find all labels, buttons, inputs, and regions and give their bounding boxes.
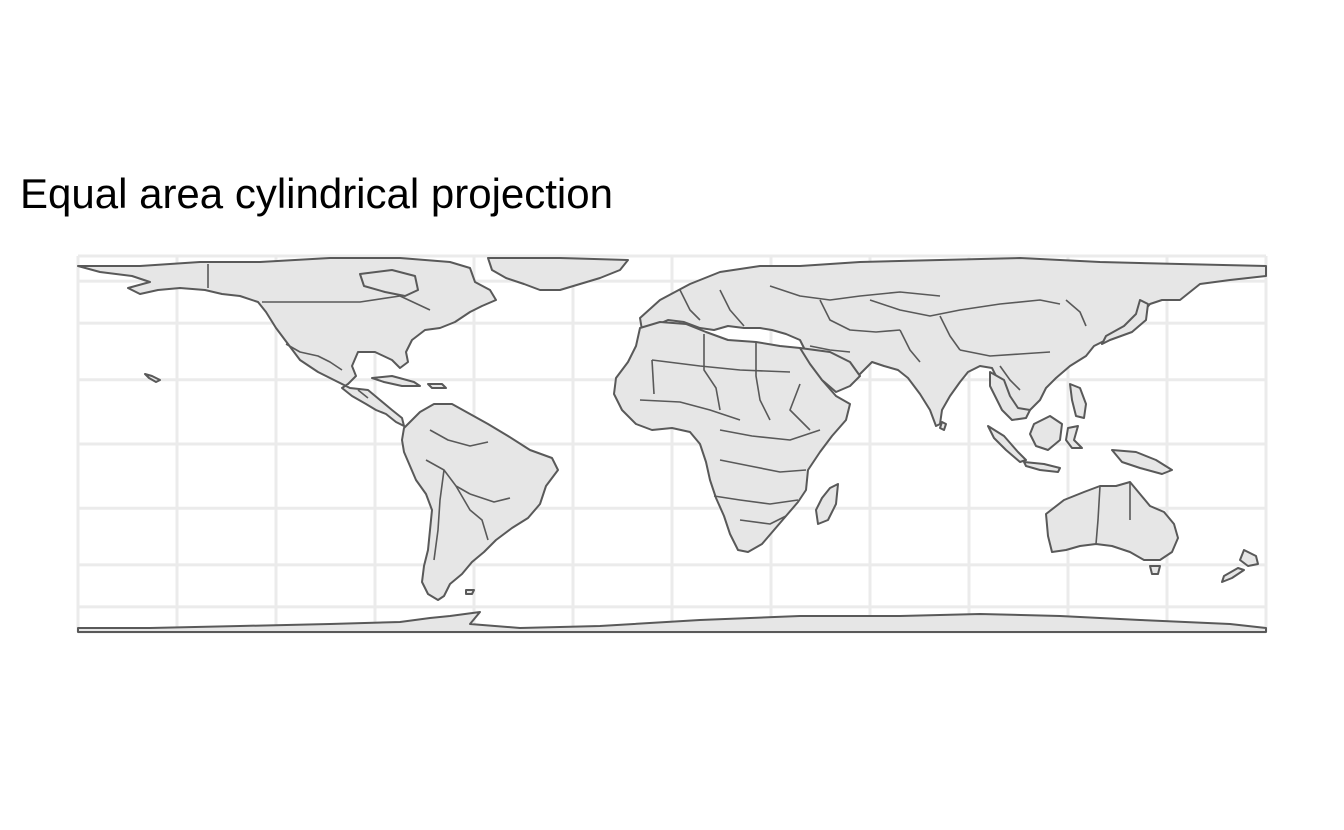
greenland [487, 257, 629, 291]
hawaii [144, 373, 161, 383]
arabian-peninsula [799, 347, 861, 393]
madagascar [815, 483, 839, 525]
south-america [401, 403, 559, 601]
tasmania [1149, 565, 1161, 575]
borneo [1029, 415, 1063, 451]
new-guinea [1111, 449, 1173, 475]
antarctica [77, 611, 1267, 633]
sumatra [987, 425, 1027, 463]
java [1023, 461, 1061, 473]
map-title: Equal area cylindrical projection [20, 170, 613, 217]
sulawesi [1065, 425, 1083, 449]
hispaniola [427, 383, 447, 389]
australia [1045, 481, 1179, 561]
africa [613, 321, 851, 553]
sri-lanka [939, 421, 947, 431]
land-masses [77, 257, 1267, 633]
eurasia [639, 257, 1267, 427]
se-asia [989, 371, 1031, 421]
philippines [1069, 383, 1087, 419]
new-zealand [1221, 549, 1259, 583]
cuba [371, 375, 421, 387]
arctic-islands [359, 269, 419, 297]
country-borders [207, 264, 1131, 561]
japan [1101, 299, 1149, 345]
north-america [77, 257, 497, 427]
falklands [465, 589, 475, 595]
